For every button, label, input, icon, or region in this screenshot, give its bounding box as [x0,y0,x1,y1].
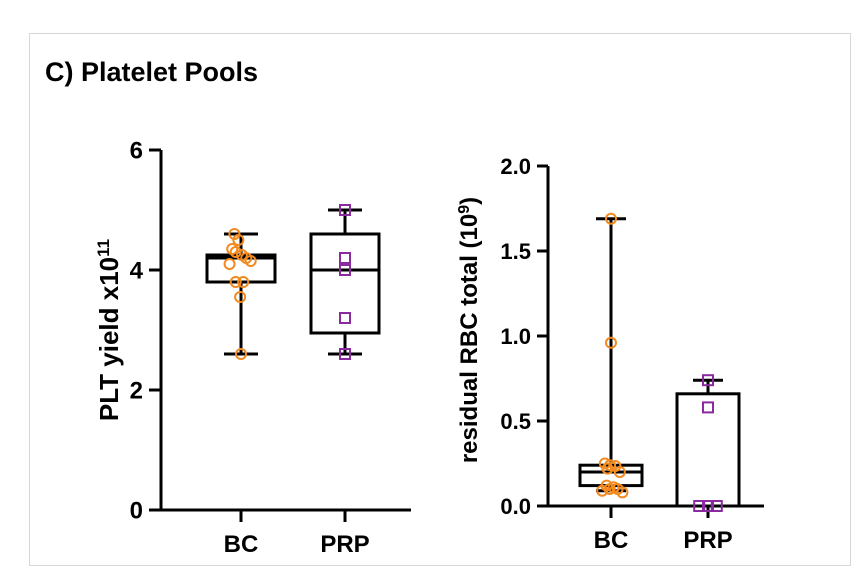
data-point [223,258,236,270]
data-point [339,348,351,360]
data-point [232,234,245,246]
y-tick-label: 0.5 [500,409,531,434]
data-point [235,348,247,360]
series-prp [675,374,741,512]
data-point [339,264,351,276]
series-bc [578,212,644,499]
data-point [244,255,257,267]
x-tick-label: BC [224,531,259,558]
data-point [339,312,351,324]
data-point [605,336,617,349]
data-point [616,486,629,499]
data-point [237,276,250,288]
box [675,392,741,508]
series-bc [205,228,277,360]
y-tick-label: 2 [130,378,143,405]
data-point [229,276,242,288]
y-axis-label: residual RBC total (109) [456,197,484,463]
data-point [605,212,617,225]
data-point [234,291,247,303]
series-prp [309,204,381,360]
panel-title: C) Platelet Pools [45,57,259,87]
data-point [693,500,706,512]
data-point [702,401,714,414]
data-point [702,374,714,387]
y-tick-label: 1.5 [500,239,531,264]
y-tick-label: 4 [130,258,144,285]
y-tick-label: 1.0 [500,324,531,349]
chart-1: 0 2 4 6 BC PRP PLT yield x1011 [94,138,411,558]
data-point [601,462,614,475]
data-point [710,500,723,512]
y-tick-label: 0 [130,498,143,525]
y-axis-label: PLT yield x1011 [94,239,125,421]
y-tick-label: 2.0 [500,154,531,179]
data-point [596,484,609,497]
data-point [229,246,242,258]
y-tick-label: 0.0 [500,494,531,519]
y-tick-label: 6 [130,138,143,165]
data-point [613,466,626,478]
data-point [603,483,616,495]
chart-2: 0.0 0.5 1.0 1.5 2.0 BC PRP residual RBC total (… [456,154,764,554]
box [309,232,381,335]
data-point [339,252,351,264]
figure-panel [29,33,851,566]
x-tick-label: BC [594,527,629,554]
x-tick-label: PRP [320,531,369,558]
data-point [226,243,239,255]
data-point [702,500,714,512]
x-tick-label: PRP [683,527,732,554]
data-point [339,204,351,216]
data-point [604,459,617,472]
